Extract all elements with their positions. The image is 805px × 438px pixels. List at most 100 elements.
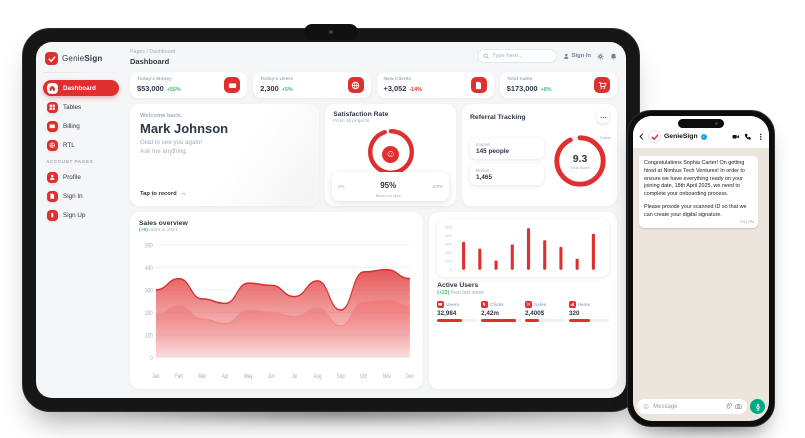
person-icon: [563, 53, 570, 60]
brand-name: GenieSign: [62, 54, 103, 63]
page-title: Dashboard: [130, 57, 170, 66]
svg-text:Oct: Oct: [360, 373, 367, 380]
emoji-icon[interactable]: ☺: [642, 401, 651, 411]
active-stat-items: Items 320: [569, 301, 610, 322]
svg-text:Aug: Aug: [314, 373, 322, 380]
sidebar-item-sign-up[interactable]: Sign Up: [43, 207, 119, 223]
sidebar-item-tables[interactable]: Tables: [43, 99, 119, 115]
card-subtitle: From all projects: [333, 119, 370, 124]
chat-header: GenieSign ✓: [633, 116, 769, 149]
svg-text:200: 200: [145, 310, 153, 317]
arrow-right-icon: →: [179, 190, 187, 197]
contact-name: GenieSign: [664, 133, 698, 140]
sidebar-item-label: Profile: [63, 173, 81, 181]
credit-card-icon: [47, 120, 58, 132]
brand-logo: GenieSign: [43, 52, 119, 65]
bell-icon[interactable]: [610, 53, 617, 60]
referral-score: 9.3: [572, 152, 588, 165]
sidebar-item-label: Billing: [63, 122, 80, 130]
kebab-menu-icon: [757, 133, 765, 141]
stat-card-todays-money: Today's Money $53,000 +55%: [130, 72, 248, 98]
tap-to-record-button[interactable]: Tap to record →: [140, 190, 187, 197]
card-title: Referral Tracking: [470, 113, 526, 121]
back-arrow-icon: [638, 133, 645, 140]
video-call-button[interactable]: [732, 133, 740, 141]
cart-icon: [594, 77, 610, 93]
active-stat-users: Users 32,984: [437, 301, 478, 322]
rocket-icon: [47, 209, 58, 221]
search-icon: [483, 53, 489, 59]
globe-icon: [47, 139, 58, 151]
brand-check-icon: [45, 52, 58, 65]
stat-label: New Clients: [383, 77, 412, 82]
sidebar-item-sign-in[interactable]: Sign In: [43, 188, 119, 204]
referral-score-gauge: 9.3 Total Score Safety: [551, 132, 611, 190]
sidebar-item-label: Tables: [63, 103, 82, 111]
svg-text:Dec: Dec: [406, 373, 414, 380]
dashboard-app: GenieSign Dashboard Tables Billing: [36, 42, 626, 398]
satisfaction-rate-card: Satisfaction Rate From all projects ☺ 0%…: [325, 104, 457, 206]
message-text: Please provide your scanned ID so that w…: [644, 204, 747, 218]
card-subtitle: (+23) than last week: [437, 290, 484, 296]
safety-badge: Safety: [599, 135, 611, 140]
active-stat-sales: Sales 2,400$: [525, 301, 566, 322]
more-options-button[interactable]: [597, 111, 609, 123]
document-icon: [470, 77, 487, 93]
camera-icon[interactable]: [735, 403, 742, 410]
cursor-icon: [481, 301, 489, 308]
svg-text:Nov: Nov: [383, 373, 391, 380]
svg-text:Apr: Apr: [222, 373, 229, 380]
svg-text:100: 100: [445, 260, 452, 263]
back-button[interactable]: [638, 133, 645, 140]
active-stat-clicks: Clicks 2,42m: [481, 301, 522, 322]
svg-text:300: 300: [145, 288, 153, 295]
card-title: Active Users: [437, 282, 479, 289]
mic-button[interactable]: [750, 399, 765, 414]
stat-label: Total Sales: [506, 77, 533, 82]
phone-device: GenieSign ✓ Congratulations Sophia Carte…: [627, 110, 775, 427]
svg-text:Jul: Jul: [292, 373, 298, 380]
stat-card-todays-users: Today's Users 2,300 +5%: [253, 72, 371, 98]
document-icon: [47, 190, 58, 202]
sidebar-item-label: Sign Up: [63, 211, 86, 219]
camera-dot-icon: [715, 122, 718, 125]
card-subtitle: (+5) more in 2021: [139, 228, 178, 233]
settings-icon[interactable]: [597, 53, 604, 60]
attachment-icon[interactable]: [725, 403, 732, 410]
grid-icon: [47, 101, 58, 113]
cart-icon: [525, 301, 533, 308]
chat-input-row: ☺ Message: [633, 395, 769, 421]
svg-text:0: 0: [450, 268, 452, 271]
active-users-bar-chart: 0 100 200 300 400 500: [437, 219, 609, 277]
stat-delta: +8%: [540, 87, 552, 93]
wallet-icon: [437, 301, 445, 308]
sidebar-item-label: RTL: [63, 141, 75, 149]
sidebar-section-label: ACCOUNT PAGES: [46, 160, 93, 165]
user-name: Mark Johnson: [140, 121, 229, 136]
sidebar-item-billing[interactable]: Billing: [43, 118, 119, 134]
sidebar-item-dashboard[interactable]: Dashboard: [43, 80, 119, 96]
main-content: Pages / Dashboard Dashboard Type here...…: [126, 42, 626, 398]
stats-row: Today's Money $53,000 +55% Today's Users…: [130, 72, 617, 98]
svg-text:400: 400: [445, 235, 452, 238]
referral-score-caption: Total Score: [570, 164, 590, 170]
bonus-stat: Bonus 1,465: [470, 163, 544, 185]
sidebar-item-profile[interactable]: Profile: [43, 169, 119, 185]
gauge-max-label: 100%: [432, 184, 444, 189]
sign-in-button[interactable]: Sign In: [563, 53, 591, 60]
smiley-icon: ☺: [382, 146, 400, 163]
home-icon: [47, 82, 58, 94]
svg-text:May: May: [244, 373, 253, 380]
sidebar-item-rtl[interactable]: RTL: [43, 137, 119, 153]
stat-card-total-sales: Total Sales $173,000 +8%: [499, 72, 617, 98]
message-input[interactable]: ☺ Message: [637, 399, 747, 414]
mic-icon: [754, 403, 762, 411]
search-input[interactable]: Type here...: [477, 49, 558, 63]
svg-text:200: 200: [445, 251, 452, 254]
svg-text:300: 300: [445, 243, 452, 246]
menu-button[interactable]: [757, 133, 765, 141]
voice-call-button[interactable]: [744, 133, 752, 141]
sales-overview-card: Sales overview (+5) more in 2021: [130, 212, 424, 389]
chart-bars-icon: [569, 301, 577, 308]
svg-text:500: 500: [445, 226, 452, 229]
